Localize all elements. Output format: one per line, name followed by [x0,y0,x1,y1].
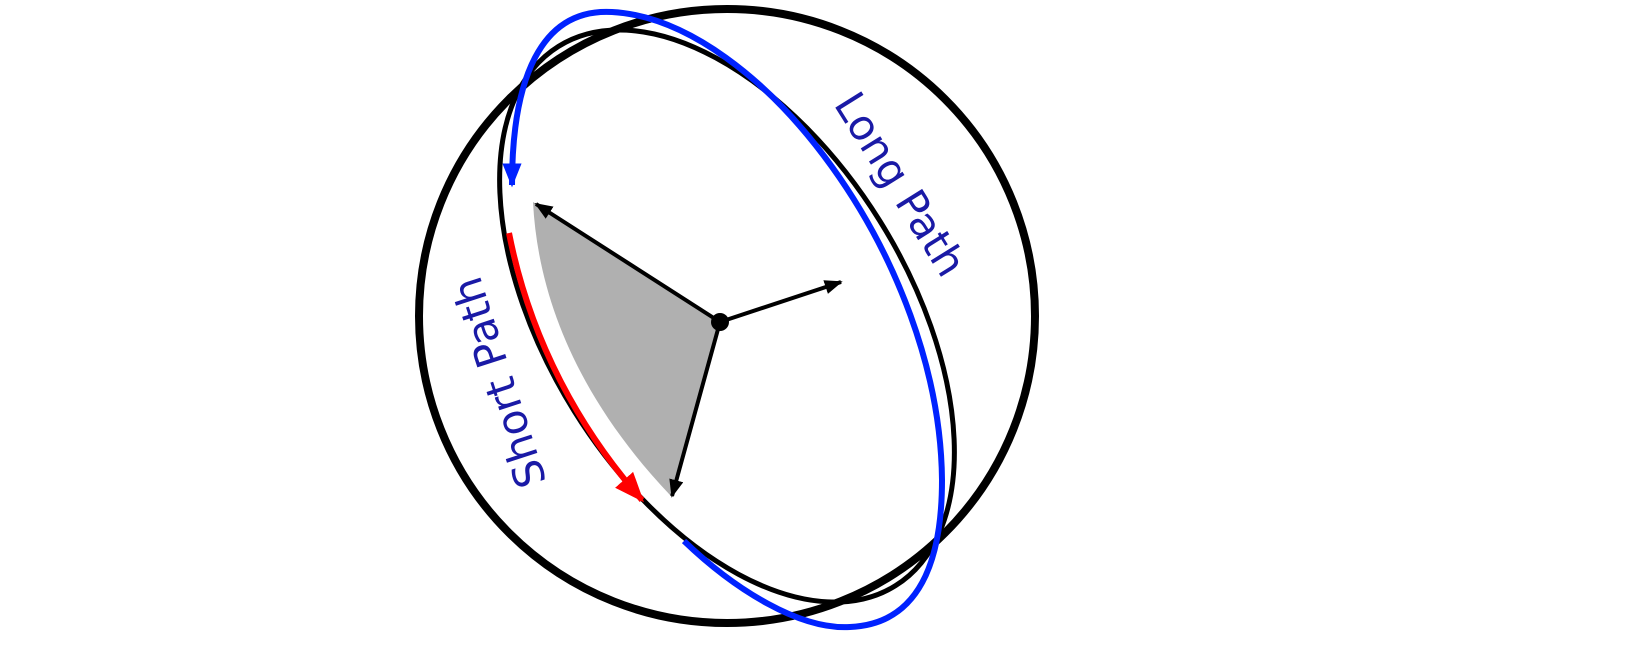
short-path-arc [506,232,645,503]
center-point [711,313,729,331]
long-path-arc [502,8,946,631]
sphere-outline [415,5,1039,627]
rotation-axis-vector [719,280,843,324]
shaded-plane-section [533,202,720,495]
vector-end [669,321,722,498]
vector-start [534,202,722,324]
